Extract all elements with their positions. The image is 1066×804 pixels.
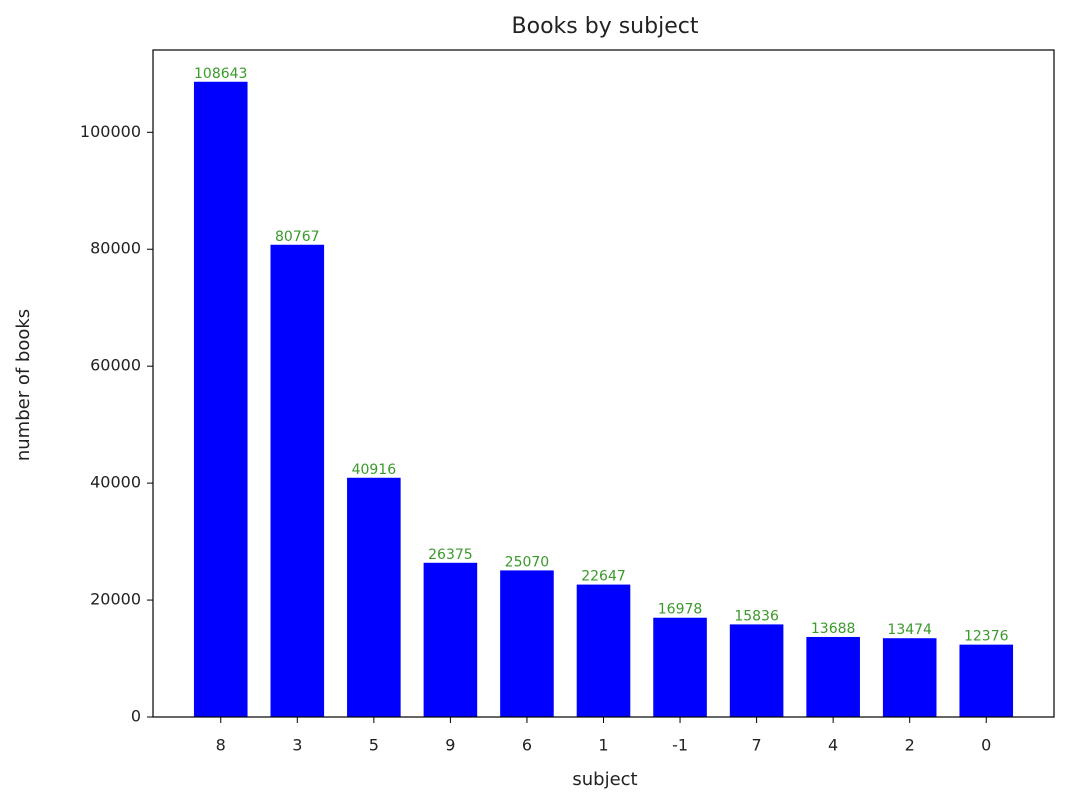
x-tick-label: 7 [752,736,762,755]
value-label: 108643 [194,66,247,82]
x-tick-label: 5 [369,736,379,755]
value-label: 13474 [887,622,932,638]
value-label: 15836 [734,608,779,624]
y-tick-label: 100000 [80,122,141,141]
value-label: 16978 [658,602,703,618]
value-label: 26375 [428,547,473,563]
y-tick-label: 0 [131,707,141,726]
x-tick-label: 8 [216,736,226,755]
bar [576,584,631,717]
x-tick-label: 0 [981,736,991,755]
bar [653,617,707,717]
bar [500,570,554,717]
value-label: 80767 [275,229,320,245]
value-label: 40916 [352,462,397,478]
bar [729,624,784,717]
x-tick-label: 6 [522,736,532,755]
x-tick-label: 9 [445,736,455,755]
y-axis-label: number of books [13,309,34,461]
bar [193,81,248,718]
bar [270,244,325,718]
bar [423,562,478,717]
x-axis-label: subject [572,769,637,790]
x-tick-label: -1 [672,736,688,755]
x-tick-label: 2 [905,736,915,755]
value-label: 12376 [964,629,1009,645]
bar [882,638,937,717]
bar [959,644,1014,717]
chart-title: Books by subject [512,14,699,39]
x-tick-label: 3 [292,736,302,755]
value-label: 22647 [581,569,626,585]
y-tick-label: 60000 [90,356,141,375]
y-tick-label: 80000 [90,239,141,258]
x-tick-label: 1 [598,736,608,755]
bar [806,636,860,717]
bar [347,477,401,717]
value-label: 25070 [505,554,550,570]
plot-frame [152,49,1055,718]
value-label: 13688 [811,621,856,637]
y-tick-label: 20000 [90,590,141,609]
y-tick-label: 40000 [90,473,141,492]
x-tick-label: 4 [828,736,838,755]
